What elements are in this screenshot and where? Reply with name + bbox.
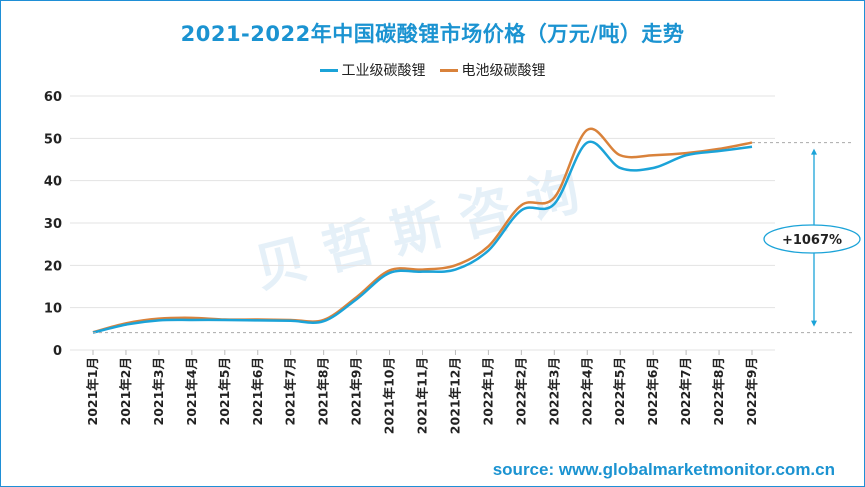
x-tick-label: 2021年12月 [447,357,462,434]
legend-label-industrial: 工业级碳酸锂 [341,63,426,79]
y-axis: 0 10 20 30 40 50 60 [44,90,62,359]
y-tick-label: 10 [44,302,62,317]
legend-swatch-battery [439,68,458,72]
x-tick-label: 2022年3月 [546,357,561,426]
y-tick-label: 0 [53,344,62,359]
y-tick-label: 20 [44,259,62,274]
watermark-text: 贝哲斯咨询 [249,157,603,300]
x-tick-label: 2021年9月 [349,357,364,426]
y-tick-label: 40 [44,175,62,190]
chart-title: 2021-2022年中国碳酸锂市场价格（万元/吨）走势 [180,22,685,46]
annotation-label: +1067% [782,233,842,248]
x-tick-label: 2021年5月 [217,357,232,426]
series-line-industrial [92,140,753,334]
grid [70,95,775,351]
change-annotation: +1067% [93,142,861,334]
x-tick-label: 2021年6月 [250,357,265,426]
x-tick-label: 2022年4月 [579,357,594,426]
y-tick-label: 60 [44,90,62,105]
arrow-head-up [811,148,817,155]
x-tick-label: 2022年6月 [645,357,660,426]
source-text: source: www.globalmarketmonitor.com.cn [492,460,835,479]
legend-label-battery: 电池级碳酸锂 [461,63,546,79]
x-tick-label: 2021年4月 [184,357,199,426]
legend-item-battery: 电池级碳酸锂 [439,60,546,80]
x-tick-label: 2021年7月 [283,357,298,426]
x-tick-label: 2021年3月 [151,357,166,426]
x-axis: 2021年1月 2021年2月 2021年3月 2021年4月 2021年5月 2021年… [85,350,759,434]
series-line-battery [92,127,753,334]
series-lines [92,127,753,334]
arrow-head-down [811,320,817,327]
x-tick-label: 2022年7月 [678,357,693,426]
legend-item-industrial: 工业级碳酸锂 [319,60,426,80]
x-tick-label: 2022年5月 [612,357,627,426]
watermark: 贝哲斯咨询 [249,157,603,300]
x-tick-label: 2021年11月 [415,357,430,434]
y-tick-label: 50 [44,132,62,147]
annotation-bubble [763,224,861,254]
x-tick-label: 2021年2月 [118,357,133,426]
x-tick-label: 2022年9月 [744,357,759,426]
x-tick-label: 2022年2月 [513,357,528,426]
x-tick-label: 2022年8月 [711,357,726,426]
y-tick-label: 30 [44,217,62,232]
x-tick-label: 2021年8月 [316,357,331,426]
x-tick-label: 2022年1月 [480,357,495,426]
x-tick-label: 2021年10月 [382,357,397,434]
legend: 工业级碳酸锂 电池级碳酸锂 [0,60,865,80]
x-tick-label: 2021年1月 [85,357,100,426]
legend-swatch-industrial [319,68,338,72]
